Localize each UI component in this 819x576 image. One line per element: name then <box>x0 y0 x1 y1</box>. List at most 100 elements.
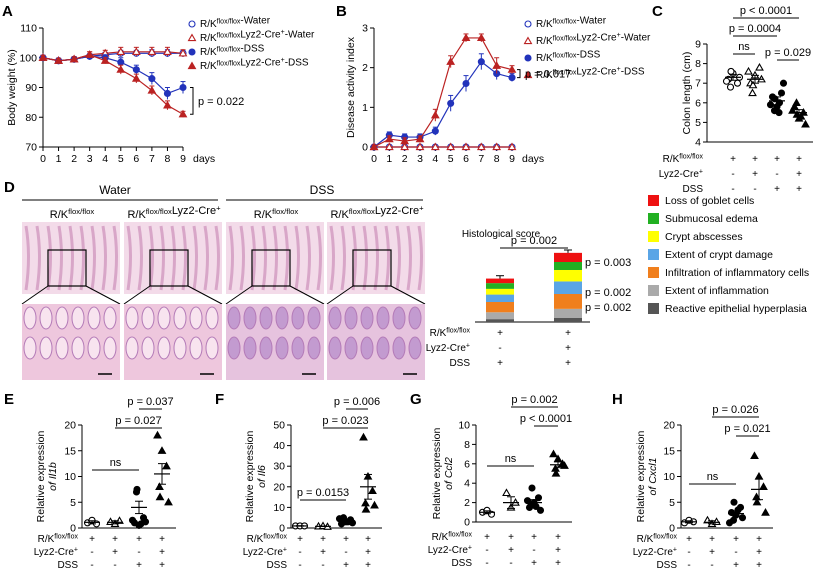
bar-segment-0-5 <box>486 283 514 289</box>
legend-swatch-5 <box>648 285 659 296</box>
data-point-0-6 <box>722 77 731 85</box>
p-value-label-1: p = 0.003 <box>585 257 631 269</box>
tissue-fold <box>239 225 245 291</box>
histology-overview-2 <box>226 222 324 294</box>
row-label-0: R/Kflox/flox <box>430 328 471 340</box>
x-axis-label: days <box>522 153 544 165</box>
row-value: - <box>298 560 301 571</box>
data-point-2-6 <box>766 101 775 109</box>
zoom-box <box>352 249 392 287</box>
bracket-label-0: p = 0.037 <box>127 396 173 408</box>
row-value: + <box>531 558 537 569</box>
data-point-3-2 <box>162 461 171 470</box>
y-tick-label: 30 <box>273 461 285 473</box>
data-point-2-7 <box>477 58 485 66</box>
data-point-3-0 <box>369 142 379 151</box>
zoom-box <box>149 249 189 287</box>
x-axis-label: days <box>193 153 215 165</box>
y-tick-label: 2 <box>464 497 470 509</box>
row-value: - <box>113 560 116 571</box>
data-point-3-4 <box>752 497 762 506</box>
tissue-gland <box>291 336 305 360</box>
tissue-fold <box>68 225 74 291</box>
data-point-3-5 <box>761 507 770 516</box>
p-value-bracket <box>517 69 521 79</box>
data-point-2-5 <box>738 514 747 522</box>
tissue-fold <box>90 225 96 291</box>
x-tick-label: 0 <box>40 153 46 165</box>
row-value: + <box>796 154 802 165</box>
row-value: + <box>159 560 165 571</box>
y-tick-label: 15 <box>64 445 76 457</box>
bracket-label-1: p = 0.0004 <box>729 23 781 35</box>
x-tick-label: 1 <box>386 153 392 165</box>
row-value: - <box>344 547 347 558</box>
data-point-3-5 <box>164 497 173 506</box>
row-value: + <box>565 328 571 339</box>
y-axis-label: Colon length (cm) <box>681 52 693 135</box>
tissue-fold <box>137 225 143 291</box>
y-tick-label: 6 <box>695 97 701 109</box>
tissue-fold <box>148 225 154 291</box>
legend-label-4: Infiltration of inflammatory cells <box>665 267 809 279</box>
row-value: - <box>734 547 737 558</box>
tissue-gland <box>71 306 85 330</box>
row-label-2: DSS <box>451 558 472 569</box>
tissue-fold <box>362 225 368 291</box>
row-label-1: Lyz2-Cre+ <box>243 547 287 559</box>
x-tick-label: 2 <box>71 153 77 165</box>
x-tick-label: 0 <box>371 153 377 165</box>
tissue-gland <box>360 336 374 360</box>
row-value: + <box>709 547 715 558</box>
bracket-label-1: p < 0.0001 <box>520 413 572 425</box>
tissue-gland <box>243 336 257 360</box>
row-value: - <box>498 343 501 354</box>
row-value: + <box>730 154 736 165</box>
bar-segment-1-3 <box>554 281 582 294</box>
p-value-label-3: p = 0.002 <box>585 302 631 314</box>
zoom-box <box>251 249 291 287</box>
row-value: + <box>686 534 692 545</box>
y-axis-label: of Il6 <box>256 465 268 488</box>
y-tick-label: 7 <box>695 78 701 90</box>
data-point-3-3 <box>792 98 801 106</box>
p-value-bracket <box>190 87 194 115</box>
data-point-3-4 <box>551 468 561 477</box>
chart-g-ccl2: 0 2 4 6 8 10 Relative expression of Ccl2 R/Kflox… <box>428 394 572 569</box>
legend-swatch-4 <box>648 267 659 278</box>
y-tick-label: 0 <box>669 523 675 535</box>
y-tick-label: 10 <box>273 502 285 514</box>
data-point-2-4 <box>431 127 439 135</box>
histology-zoom-3 <box>327 304 425 380</box>
tissue-gland <box>360 306 374 330</box>
data-point-1-6 <box>131 47 141 55</box>
tissue-gland <box>39 336 53 360</box>
tissue-fold <box>261 225 267 291</box>
p-value-label-0: p = 0.002 <box>511 235 557 247</box>
image-label-0: R/Kflox/flox <box>50 207 95 221</box>
tissue-gland <box>227 336 241 360</box>
zoom-line <box>85 285 121 305</box>
zoom-line <box>326 285 354 305</box>
tissue-gland <box>307 306 321 330</box>
tissue-gland <box>275 306 289 330</box>
legend-label-6: Reactive epithelial hyperplasia <box>665 303 807 315</box>
tissue-fold <box>203 225 209 291</box>
row-value: - <box>687 547 690 558</box>
x-tick-label: 2 <box>402 153 408 165</box>
row-value: + <box>733 560 739 571</box>
tissue-gland <box>344 336 358 360</box>
tissue-gland <box>408 306 422 330</box>
y-axis-label: of Cxcl1 <box>647 458 659 496</box>
chart-a-body-weight: 70 80 90 100 110 0 1 2 3 4 5 6 7 8 9 days Body weight (%… <box>6 16 315 166</box>
y-tick-label: 5 <box>695 117 701 129</box>
data-point-3-7 <box>476 33 486 42</box>
data-point-3-3 <box>361 498 370 507</box>
header-dss: DSS <box>310 183 335 197</box>
row-value: + <box>159 547 165 558</box>
bracket-label-2: ns <box>110 457 122 469</box>
row-value: - <box>532 545 535 556</box>
tissue-gland <box>173 306 187 330</box>
bracket-label-2: p = 0.0153 <box>297 487 349 499</box>
bracket-label-0: p = 0.026 <box>712 404 758 416</box>
